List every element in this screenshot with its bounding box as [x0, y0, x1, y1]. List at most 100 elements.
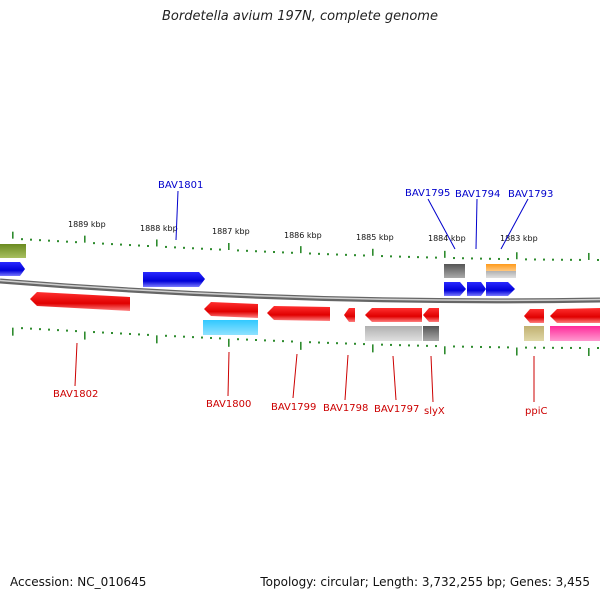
kbp-label: 1883 kbp: [500, 234, 538, 243]
gene-block[interactable]: [203, 320, 258, 335]
major-tick: [228, 243, 230, 251]
minor-tick: [462, 345, 464, 348]
gene-arrow[interactable]: [143, 272, 205, 287]
gene-arrow[interactable]: [524, 309, 544, 323]
map-title: Bordetella avium 197N, complete genome: [162, 9, 438, 24]
minor-tick: [534, 258, 536, 261]
gene-label-bav1795[interactable]: BAV1795: [405, 188, 450, 199]
gene-label-bav1793[interactable]: BAV1793: [508, 189, 553, 200]
major-tick: [12, 327, 14, 336]
minor-tick: [102, 242, 104, 245]
minor-tick: [48, 328, 50, 331]
minor-tick: [507, 258, 509, 261]
minor-tick: [543, 258, 545, 261]
minor-tick: [345, 253, 347, 256]
minor-tick: [462, 257, 464, 260]
gene-label-bav1802[interactable]: BAV1802: [53, 389, 98, 400]
major-tick: [372, 248, 374, 256]
gene-label-bav1801[interactable]: BAV1801: [158, 180, 203, 191]
leader-line: [392, 355, 397, 401]
gene-arrow[interactable]: [204, 302, 258, 318]
minor-tick: [138, 333, 140, 336]
major-tick: [372, 344, 374, 353]
leader-line: [175, 190, 179, 241]
gene-label-bav1794[interactable]: BAV1794: [455, 189, 500, 200]
minor-tick: [453, 345, 455, 348]
gene-arrow[interactable]: [365, 308, 422, 322]
minor-tick: [381, 255, 383, 258]
gene-arrow[interactable]: [0, 262, 25, 276]
gene-label-bav1798[interactable]: BAV1798: [323, 403, 368, 414]
minor-tick: [327, 341, 329, 344]
gene-block[interactable]: [423, 326, 439, 341]
major-tick: [588, 347, 590, 356]
minor-tick: [129, 244, 131, 247]
leader-line: [292, 353, 298, 399]
minor-tick: [30, 238, 32, 241]
gene-block[interactable]: [444, 264, 465, 278]
minor-tick: [210, 248, 212, 251]
minor-tick: [318, 341, 320, 344]
gene-arrow[interactable]: [467, 282, 486, 296]
gene-arrow[interactable]: [423, 308, 439, 322]
minor-tick: [39, 239, 41, 242]
kbp-label: 1889 kbp: [68, 220, 106, 229]
accession-text: Accession: NC_010645: [10, 575, 147, 589]
minor-tick: [309, 341, 311, 344]
minor-tick: [327, 253, 329, 256]
minor-tick: [282, 251, 284, 254]
gene-block[interactable]: [550, 326, 600, 341]
kbp-label: 1888 kbp: [140, 224, 178, 233]
gene-block[interactable]: [365, 326, 422, 341]
gene-label-bav1800[interactable]: BAV1800: [206, 399, 251, 410]
gene-label-slyx[interactable]: slyX: [424, 406, 445, 417]
minor-tick: [489, 346, 491, 349]
gene-arrow[interactable]: [344, 308, 355, 322]
gene-arrow[interactable]: [0, 244, 26, 258]
minor-tick: [534, 346, 536, 349]
minor-tick: [39, 328, 41, 331]
genome-backbone-highlight: [0, 279, 600, 302]
major-tick: [444, 346, 446, 355]
minor-tick: [417, 344, 419, 347]
minor-tick: [597, 258, 599, 261]
gene-arrow[interactable]: [550, 308, 600, 323]
minor-tick: [201, 247, 203, 250]
minor-tick: [165, 245, 167, 248]
minor-tick: [120, 332, 122, 335]
gene-block[interactable]: [524, 326, 544, 341]
minor-tick: [318, 252, 320, 255]
minor-tick: [120, 243, 122, 246]
leader-line: [344, 354, 349, 401]
minor-tick: [570, 258, 572, 261]
minor-tick: [111, 243, 113, 246]
minor-tick: [363, 343, 365, 346]
minor-tick: [237, 249, 239, 252]
minor-tick: [66, 329, 68, 332]
gene-arrow[interactable]: [486, 282, 515, 296]
major-tick: [84, 331, 86, 340]
gene-label-ppic[interactable]: ppiC: [525, 406, 547, 417]
gene-block[interactable]: [486, 264, 516, 271]
minor-tick: [102, 331, 104, 334]
major-tick: [588, 252, 590, 260]
major-tick: [84, 235, 86, 243]
gene-block[interactable]: [486, 271, 516, 278]
gene-arrow[interactable]: [267, 306, 330, 321]
gene-label-bav1799[interactable]: BAV1799: [271, 402, 316, 413]
kbp-label-group: 1889 kbp 1888 kbp 1887 kbp 1886 kbp 1885…: [68, 220, 538, 243]
minor-tick: [552, 258, 554, 261]
gene-label-bav1797[interactable]: BAV1797: [374, 404, 419, 415]
minor-tick: [93, 331, 95, 334]
kbp-label: 1887 kbp: [212, 227, 250, 236]
kbp-label: 1886 kbp: [284, 231, 322, 240]
minor-tick: [471, 345, 473, 348]
minor-tick: [435, 256, 437, 259]
minor-tick: [498, 257, 500, 260]
gene-arrow[interactable]: [444, 282, 466, 296]
minor-tick: [417, 256, 419, 259]
minor-tick: [426, 344, 428, 347]
gene-arrow[interactable]: [30, 292, 130, 311]
minor-tick: [579, 258, 581, 261]
